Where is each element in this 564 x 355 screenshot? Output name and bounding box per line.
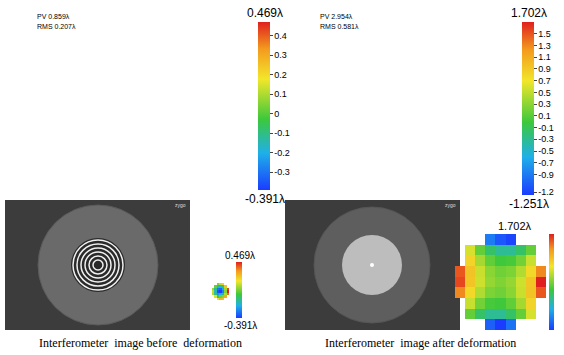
svg-text:1.702λ: 1.702λ xyxy=(498,220,532,232)
svg-text:1.702λ: 1.702λ xyxy=(511,6,547,20)
svg-text:1.3: 1.3 xyxy=(538,41,551,51)
svg-text:-0.7: -0.7 xyxy=(538,158,554,168)
svg-text:1.5: 1.5 xyxy=(538,29,551,39)
svg-text:Interferometer image after de: Interferometer image after deformation xyxy=(325,336,516,350)
svg-text:zygo: zygo xyxy=(175,202,186,208)
svg-text:0.469λ: 0.469λ xyxy=(225,250,255,261)
svg-text:PV 2.954λ: PV 2.954λ xyxy=(320,13,353,20)
svg-text:zygo: zygo xyxy=(445,202,456,208)
svg-text:-0.391λ: -0.391λ xyxy=(245,192,285,206)
svg-text:-0.3: -0.3 xyxy=(538,134,554,144)
svg-text:-0.391λ: -0.391λ xyxy=(224,320,257,331)
svg-text:1.1: 1.1 xyxy=(538,52,551,62)
svg-text:RMS 0.581λ: RMS 0.581λ xyxy=(320,23,359,30)
svg-text:0.1: 0.1 xyxy=(538,111,551,121)
svg-text:0.3: 0.3 xyxy=(538,99,551,109)
svg-text:-1.2: -1.2 xyxy=(538,187,554,197)
svg-text:-0.3: -0.3 xyxy=(274,167,290,177)
svg-text:0.5: 0.5 xyxy=(538,88,551,98)
svg-text:-0.1: -0.1 xyxy=(274,128,290,138)
svg-text:-0.5: -0.5 xyxy=(538,146,554,156)
svg-text:-0.2: -0.2 xyxy=(274,148,290,158)
svg-text:-1.251λ: -1.251λ xyxy=(509,197,549,211)
svg-text:0.3: 0.3 xyxy=(274,50,287,60)
svg-text:0.469λ: 0.469λ xyxy=(247,6,283,20)
svg-text:0.1: 0.1 xyxy=(274,89,287,99)
svg-text:PV 0.859λ: PV 0.859λ xyxy=(37,13,70,20)
svg-text:0.9: 0.9 xyxy=(538,64,551,74)
svg-text:0.2: 0.2 xyxy=(274,70,287,80)
svg-text:RMS 0.207λ: RMS 0.207λ xyxy=(37,23,76,30)
svg-text:-0.9: -0.9 xyxy=(538,170,554,180)
svg-text:Interferometer image before: Interferometer image before deformation xyxy=(39,336,242,350)
svg-text:-0.1: -0.1 xyxy=(538,123,554,133)
svg-text:0.7: 0.7 xyxy=(538,76,551,86)
svg-text:0.4: 0.4 xyxy=(274,31,287,41)
svg-text:0: 0 xyxy=(274,109,279,119)
